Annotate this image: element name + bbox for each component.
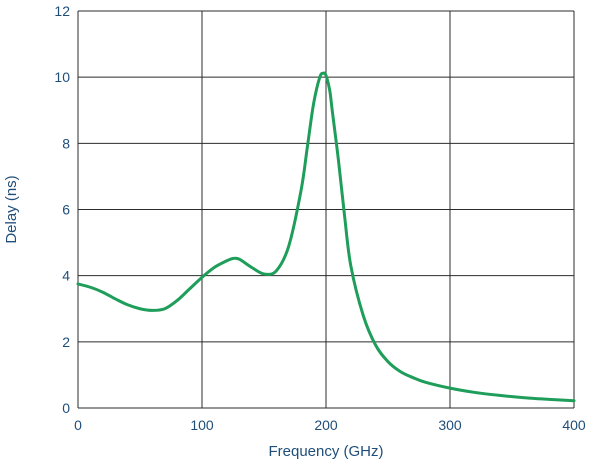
y-tick-label: 4 [62,268,70,284]
y-axis-label: Delay (ns) [3,175,20,243]
y-tick-label: 8 [62,135,70,151]
y-tick-label: 2 [62,334,70,350]
y-tick-label: 12 [54,3,70,19]
x-tick-label: 300 [438,417,462,433]
x-tick-label: 0 [74,417,82,433]
x-tick-label: 200 [314,417,338,433]
y-tick-label: 10 [54,69,70,85]
series-layer [76,71,576,403]
delay-series-line [76,71,576,403]
tick-labels: 0 100 200 300 400 0 2 4 6 8 10 12 [54,3,585,433]
y-tick-label: 6 [62,202,70,218]
x-axis-label: Frequency (GHz) [268,443,383,460]
y-tick-label: 0 [62,400,70,416]
x-tick-label: 100 [190,417,214,433]
x-tick-label: 400 [562,417,586,433]
grid [77,10,575,409]
